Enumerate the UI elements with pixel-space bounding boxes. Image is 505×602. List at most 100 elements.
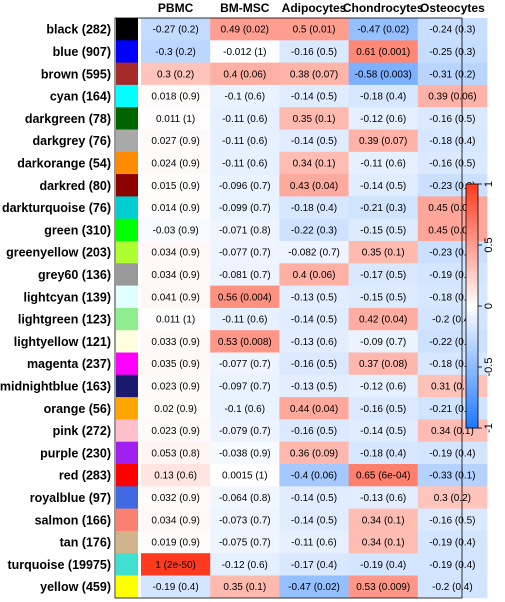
heatmap-cell (348, 196, 419, 220)
cell-label: -0.18 (0.4) (429, 359, 475, 370)
module-swatch (116, 107, 138, 130)
column-header: Adipocytes (282, 1, 347, 15)
cell-label: -0.47 (0.02) (357, 25, 409, 36)
heatmap-cell (417, 575, 488, 599)
cell-label: -0.12 (0.6) (360, 381, 406, 392)
heatmap-cell (417, 84, 488, 108)
heatmap-cell (348, 107, 419, 130)
colorbar-step (466, 232, 478, 236)
cell-label: 0.0015 (1) (222, 471, 268, 482)
module-swatch (116, 374, 138, 398)
cell-label: -0.22 (0.3) (291, 225, 337, 236)
colorbar-step (466, 271, 478, 275)
colorbar-step (466, 381, 478, 385)
colorbar-step (466, 235, 478, 238)
cell-label: -0.077 (0.7) (219, 248, 271, 259)
cell-label: -0.47 (0.02) (288, 582, 340, 593)
cell-label: -0.19 (0.4) (429, 560, 475, 571)
colorbar-step (466, 242, 478, 246)
colorbar-step (466, 191, 478, 195)
colorbar-step (466, 396, 478, 400)
colorbar-step (466, 384, 478, 387)
row-label: turquoise (19975) (7, 558, 111, 572)
cell-label: 0.019 (0.9) (151, 538, 199, 549)
colorbar-step (466, 186, 478, 190)
heatmap-cell (417, 486, 488, 509)
colorbar-step (466, 354, 478, 358)
colorbar-tick-label: 0.5 (483, 237, 495, 252)
heatmap-cell (279, 330, 349, 353)
heatmap-cell (417, 129, 488, 153)
colorbar-step (466, 323, 478, 326)
cell-label: -0.1 (0.6) (225, 404, 266, 415)
cell-label: -0.11 (0.6) (361, 158, 406, 169)
colorbar-step (466, 284, 478, 287)
heatmap-cell (141, 307, 211, 331)
cell-label: 0.43 (0.04) (290, 181, 338, 192)
colorbar-step (466, 337, 478, 341)
cell-label: -0.082 (0.7) (288, 248, 340, 259)
colorbar-step (466, 332, 478, 336)
cell-label: 0.014 (0.9) (151, 203, 199, 214)
heatmap-cell (417, 62, 488, 86)
cell-label: -0.18 (0.4) (291, 203, 337, 214)
cell-label: 0.011 (1) (156, 114, 195, 125)
cell-label: -0.19 (0.4) (153, 582, 199, 593)
heatmap-cell (141, 330, 211, 353)
cell-label: -0.31 (0.2) (429, 69, 475, 80)
cell-label: 0.018 (0.9) (151, 92, 199, 103)
heatmap-cell (141, 151, 211, 175)
colorbar-legend: 1 0.5 0 -0.5 -1 (465, 181, 495, 433)
colorbar-step (466, 301, 478, 304)
colorbar-step (466, 296, 478, 299)
heatmap-cell (417, 151, 488, 175)
colorbar-step (466, 315, 478, 319)
module-swatch (116, 419, 138, 443)
heatmap-cell (210, 18, 280, 41)
heatmap-cell (210, 62, 280, 86)
colorbar-step (466, 376, 478, 380)
row-label: brown (595) (41, 67, 111, 81)
cell-label: 0.45 (0.03) (428, 203, 476, 214)
column-header: BM-MSC (220, 1, 270, 15)
cell-label: 0.4 (0.06) (293, 270, 336, 281)
heatmap-cell (348, 174, 419, 197)
colorbar-step (466, 357, 478, 360)
colorbar-step (466, 418, 478, 421)
colorbar-step (466, 196, 478, 199)
cell-label: -0.33 (0.1) (429, 471, 475, 482)
cell-label: -0.14 (0.5) (291, 136, 337, 147)
column-header: Chondrocytes (343, 1, 424, 15)
heatmap-cell (348, 330, 419, 353)
heatmap-cell (141, 62, 211, 86)
colorbar-step (466, 281, 478, 285)
heatmap-cell (210, 307, 280, 331)
cell-label: -0.11 (0.6) (222, 136, 267, 147)
colorbar-step (466, 393, 478, 397)
cell-label: 0.3 (0.2) (434, 493, 471, 504)
cell-label: 0.31 (0.1) (431, 381, 474, 392)
heatmap-cell (348, 530, 419, 554)
cell-label: 0.38 (0.07) (290, 69, 338, 80)
heatmap-cell (279, 374, 349, 398)
colorbar-step (466, 379, 478, 382)
heatmap-cell (348, 285, 419, 309)
cell-label: 0.4 (0.06) (223, 69, 266, 80)
cell-label: 0.053 (0.8) (151, 448, 199, 459)
cell-label: -0.17 (0.4) (291, 560, 337, 571)
colorbar-step (466, 293, 478, 297)
colorbar-step (466, 269, 478, 273)
heatmap-cell (210, 464, 280, 487)
module-swatch (116, 486, 138, 509)
cell-label: -0.58 (0.003) (355, 69, 412, 80)
row-label: darkred (80) (39, 179, 111, 193)
colorbar-tick-label: 0 (483, 303, 495, 309)
heatmap-cell (210, 441, 280, 465)
cell-label: -0.19 (0.4) (360, 560, 406, 571)
heatmap-cell (210, 196, 280, 220)
row-label: cyan (164) (50, 90, 111, 104)
cell-label: -0.18 (0.4) (360, 92, 406, 103)
colorbar-step (466, 374, 478, 378)
row-label: orange (56) (44, 402, 111, 416)
heatmap-cell (141, 486, 211, 509)
